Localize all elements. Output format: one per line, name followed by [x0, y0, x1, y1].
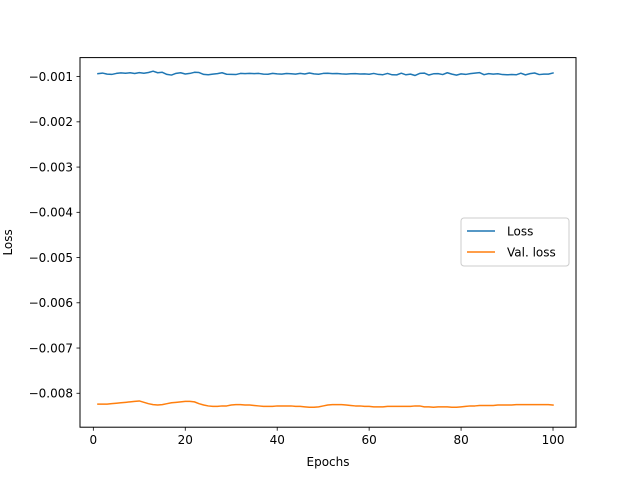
ticks-layer: 0 20 40 60 80 100 −0.001 −0.002 −0.003 −0.004 −0.0… [29, 70, 565, 447]
plot-frame [79, 57, 577, 428]
y-tick-label: −0.003 [29, 160, 73, 174]
x-tick-label: 0 [90, 433, 98, 447]
x-tick-label: 80 [453, 433, 468, 447]
x-axis-label: Epochs [307, 455, 350, 469]
y-tick-label: −0.002 [29, 115, 73, 129]
legend-label-val-loss: Val. loss [507, 246, 556, 260]
x-tick-label: 100 [542, 433, 565, 447]
y-tick-label: −0.006 [29, 296, 73, 310]
y-tick-label: −0.001 [29, 70, 73, 84]
x-tick-label: 60 [362, 433, 377, 447]
legend-label-loss: Loss [507, 225, 533, 239]
series-layer [97, 70, 554, 409]
series-line-val-loss [97, 400, 554, 409]
y-tick-label: −0.007 [29, 341, 73, 355]
y-tick-label: −0.005 [29, 251, 73, 265]
y-tick-label: −0.008 [29, 387, 73, 401]
x-tick-label: 20 [178, 433, 193, 447]
legend: Loss Val. loss [460, 217, 570, 267]
x-tick-label: 40 [270, 433, 285, 447]
series-line-loss [97, 70, 554, 77]
y-axis-label: Loss [1, 229, 15, 255]
y-tick-label: −0.004 [29, 206, 73, 220]
legend-box [460, 217, 570, 267]
